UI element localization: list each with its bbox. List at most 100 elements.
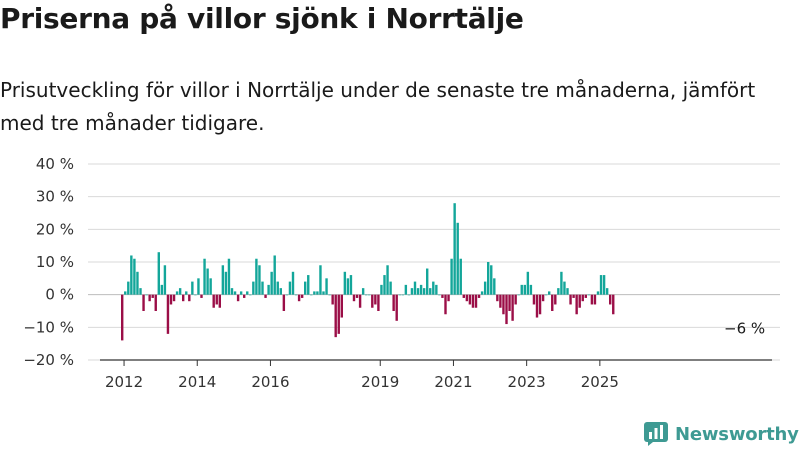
bar (337, 294, 340, 334)
bar (175, 291, 179, 295)
bar (209, 278, 212, 295)
bar (322, 291, 325, 295)
bar (282, 294, 286, 311)
x-tick-label: 2025 (581, 373, 619, 391)
bar (127, 281, 130, 295)
bar (407, 294, 411, 296)
bar (578, 294, 581, 308)
bar (361, 288, 365, 295)
bar (197, 278, 200, 295)
bar (178, 288, 182, 295)
bar (596, 291, 600, 295)
chart-title: Priserna på villor sjönk i Norrtälje (0, 2, 524, 35)
bar (154, 294, 157, 311)
y-tick-label: 20 % (36, 220, 74, 238)
bar (215, 294, 218, 305)
bar (255, 258, 258, 295)
bar (313, 291, 316, 295)
x-tick-label: 2016 (251, 373, 289, 391)
bar (185, 291, 188, 295)
bar (188, 294, 191, 302)
x-tick-label: 2014 (178, 373, 216, 391)
bar (334, 294, 337, 338)
bar (166, 294, 170, 334)
bar (169, 294, 173, 305)
bar (593, 294, 597, 305)
bar (548, 291, 551, 295)
bar (563, 281, 566, 295)
bar (554, 294, 557, 305)
bar (124, 291, 127, 295)
bar (413, 281, 417, 295)
bar (468, 294, 472, 305)
bar (279, 288, 282, 295)
bar (340, 294, 343, 318)
bar (465, 294, 469, 302)
bar (163, 265, 167, 295)
bar (221, 265, 225, 295)
bar (456, 222, 459, 295)
bar (386, 265, 389, 295)
bar (441, 294, 444, 298)
bar (444, 294, 447, 315)
bar (566, 288, 569, 295)
bar (505, 294, 508, 325)
bar (236, 294, 240, 302)
bar (447, 294, 450, 302)
bar (560, 271, 563, 295)
bar (383, 275, 386, 295)
y-tick-label: 30 % (36, 188, 74, 206)
bar (365, 294, 368, 296)
y-tick-label: 0 % (45, 286, 74, 304)
bar (496, 294, 499, 302)
bar-chart: −20 %−10 %0 %10 %20 %30 %40 % 2012 2014 20… (23, 155, 780, 391)
bar (343, 271, 347, 295)
bar (136, 271, 139, 295)
bar (160, 284, 164, 295)
bar (267, 284, 270, 295)
bar (358, 294, 362, 308)
bar (429, 288, 432, 295)
bar (517, 294, 520, 296)
bar (404, 284, 408, 295)
bar (435, 284, 438, 295)
bar (609, 294, 612, 305)
bar (316, 291, 319, 295)
bar (328, 294, 331, 296)
y-tick-label: −20 % (23, 351, 74, 369)
bar (581, 294, 584, 302)
bar (239, 291, 243, 295)
bar (325, 278, 328, 295)
bar (139, 288, 142, 295)
bar (270, 271, 273, 295)
y-tick-label: 10 % (36, 253, 74, 271)
bar (508, 294, 511, 311)
bar (474, 294, 478, 308)
bar (218, 294, 221, 308)
bar (206, 268, 209, 295)
bar (300, 294, 304, 298)
bar (529, 284, 533, 295)
bar (285, 294, 289, 296)
bar (203, 258, 206, 295)
bar (557, 288, 560, 295)
bar (599, 275, 603, 295)
bar (294, 294, 298, 296)
bar (419, 284, 423, 295)
bar (523, 284, 526, 295)
bars (121, 203, 615, 341)
bar (502, 294, 505, 315)
bar (291, 271, 295, 295)
bar (535, 294, 539, 318)
bar (273, 255, 276, 295)
bar (249, 294, 252, 296)
bar (493, 278, 496, 295)
bar (602, 275, 606, 295)
bar (227, 258, 231, 295)
bar (587, 294, 591, 296)
x-tick-label: 2023 (508, 373, 546, 391)
newsworthy-logo-icon (644, 422, 668, 446)
bar (133, 258, 136, 295)
chart-subtitle: Prisutveckling för villor i Norrtälje un… (0, 78, 756, 135)
bar (121, 294, 124, 341)
